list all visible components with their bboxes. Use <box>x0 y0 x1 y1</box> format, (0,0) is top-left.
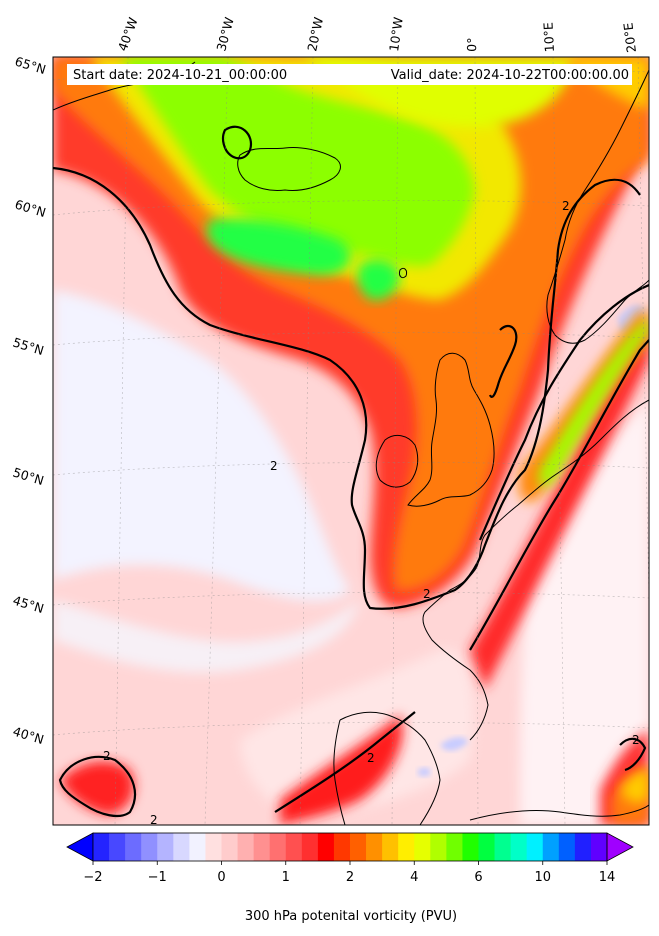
colorbar-swatch <box>526 833 544 861</box>
colorbar-swatch <box>253 833 271 861</box>
colorbar-swatch <box>446 833 463 861</box>
colorbar-extend-min <box>66 832 94 862</box>
colorbar-swatches <box>66 832 634 862</box>
valid-date: Valid_date: 2024-10-22T00:00:00.00 <box>391 68 629 83</box>
colorbar-extend-max <box>606 832 634 862</box>
colorbar-swatch <box>382 833 399 861</box>
colorbar-tick-label: −1 <box>148 870 167 885</box>
colorbar-swatch <box>430 833 447 861</box>
colorbar-swatch <box>141 833 158 861</box>
date-banner: Start date: 2024-10-21_00:00:00 Valid_da… <box>67 64 632 85</box>
map-frame <box>52 56 650 826</box>
contour-label: 2 <box>103 749 111 763</box>
colorbar-swatch <box>173 833 190 861</box>
colorbar-swatch <box>221 833 238 861</box>
coastlines <box>53 61 649 825</box>
continent-coast <box>422 399 649 741</box>
colorbar-swatch <box>574 833 592 861</box>
colorbar-swatch <box>366 833 383 861</box>
lat-label: 45°N <box>11 593 46 617</box>
colorbar-swatch <box>398 833 415 861</box>
lon-label: 10°E <box>540 22 557 53</box>
colorbar-swatch <box>542 833 560 861</box>
colorbar-title: 300 hPa potenital vorticity (PVU) <box>245 909 457 924</box>
contour-label: 2 <box>632 733 640 747</box>
colorbar-tick-label: 6 <box>474 870 482 885</box>
colorbar-tick-label: 10 <box>534 870 551 885</box>
iceland-coast <box>237 147 341 191</box>
colorbar-tick-label: −2 <box>83 870 102 885</box>
colorbar-swatch <box>414 833 431 861</box>
latitude-labels: 65°N 60°N 55°N 50°N 45°N 40°N <box>11 54 48 748</box>
iberia-coast <box>333 711 441 825</box>
colorbar-swatch <box>478 833 495 861</box>
colorbar-swatch <box>317 833 335 861</box>
lat-label: 65°N <box>13 54 48 78</box>
colorbar-swatch <box>157 833 174 861</box>
colorbar-swatch <box>205 833 222 861</box>
lon-label: 40°W <box>115 15 141 53</box>
scandinavia-coast <box>546 69 649 344</box>
lon-label: 10°W <box>386 16 406 52</box>
colorbar-swatch <box>510 833 528 861</box>
contour-label: 2 <box>150 813 158 827</box>
lat-label: 60°N <box>13 197 48 221</box>
colorbar-swatch <box>462 833 479 861</box>
colorbar-swatch <box>350 833 367 861</box>
ireland-coast <box>375 434 419 488</box>
colorbar-swatch <box>109 833 126 861</box>
lon-label: 20°W <box>304 16 326 53</box>
longitude-labels: 40°W 30°W 20°W 10°W 0° 10°E 20°E <box>115 15 639 53</box>
colorbar-swatch <box>494 833 512 861</box>
lat-label: 50°N <box>11 465 46 489</box>
colorbar-swatch <box>301 833 319 861</box>
colorbar-swatch <box>93 833 110 861</box>
colorbar-swatch <box>125 833 142 861</box>
contour-label: 2 <box>367 751 375 765</box>
colorbar-ticks: −2 −1 0 1 2 4 6 10 14 <box>83 861 615 885</box>
contour-label: 2 <box>423 587 431 601</box>
colorbar-swatch <box>333 833 351 861</box>
colorbar-tick-label: 0 <box>217 870 225 885</box>
lon-label: 20°E <box>620 22 639 54</box>
colorbar-swatch <box>285 833 303 861</box>
lat-label: 55°N <box>11 335 46 359</box>
colorbar-tick-label: 1 <box>282 870 290 885</box>
colorbar-tick-label: 4 <box>410 870 418 885</box>
colorbar-tick-label: 14 <box>599 870 616 885</box>
lat-label: 40°N <box>11 724 46 748</box>
north-africa-coast <box>469 804 649 821</box>
contour-label: 2 <box>270 459 278 473</box>
colorbar-swatch <box>237 833 255 861</box>
contour-label: 2 <box>562 199 570 213</box>
lon-label: 30°W <box>213 16 236 53</box>
colorbar-swatch <box>189 833 206 861</box>
map-panel: 2 2 2 2 2 2 2 2 Start date: 2024-10-21_0… <box>53 57 649 827</box>
start-date: Start date: 2024-10-21_00:00:00 <box>73 68 287 83</box>
colorbar: −2 −1 0 1 2 4 6 10 14 300 hPa potenital vorticit… <box>66 832 634 924</box>
colorbar-tick-label: 2 <box>346 870 354 885</box>
colorbar-swatch <box>269 833 287 861</box>
faroe-coast <box>399 267 407 279</box>
colorbar-swatch <box>590 833 608 861</box>
great-britain-coast <box>407 352 495 507</box>
lon-label: 0° <box>464 37 479 52</box>
colorbar-swatch <box>558 833 576 861</box>
